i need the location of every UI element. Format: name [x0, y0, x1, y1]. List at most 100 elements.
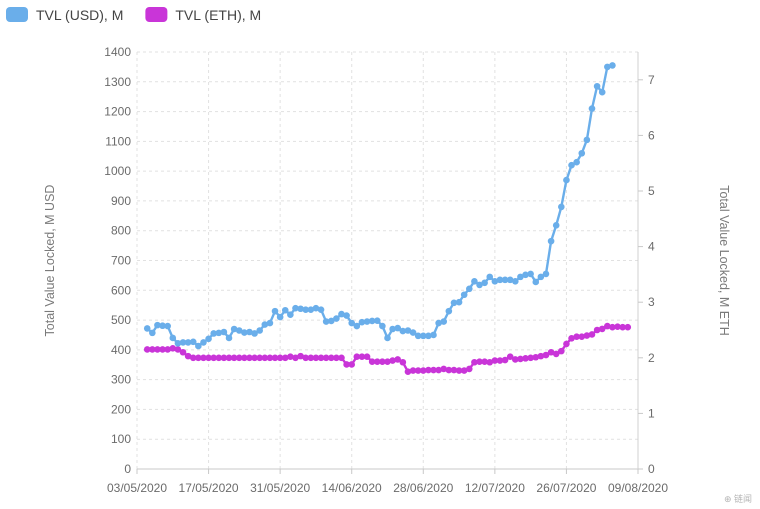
data-point-eth: [568, 335, 575, 342]
data-point-usd: [333, 315, 340, 322]
data-point-eth: [200, 354, 207, 362]
data-point-usd: [425, 332, 432, 340]
data-point-usd: [205, 335, 212, 343]
data-point-eth: [317, 354, 325, 362]
data-point-eth: [409, 367, 417, 374]
series-line-usd: [146, 64, 613, 348]
data-point-eth: [149, 346, 156, 353]
data-point-usd: [409, 329, 417, 336]
data-point-eth: [220, 354, 228, 362]
data-point-usd: [251, 330, 258, 337]
data-point-eth: [348, 361, 356, 368]
data-point-eth: [169, 345, 177, 352]
data-point-usd: [169, 334, 177, 342]
data-point-usd: [455, 298, 463, 306]
data-point-usd: [609, 62, 616, 69]
data-point-usd: [435, 319, 442, 327]
data-point-usd: [537, 273, 545, 281]
y-right-tick-label: 6: [648, 128, 655, 142]
series-layer: [143, 62, 632, 376]
data-point-usd: [389, 325, 396, 333]
data-point-eth: [547, 348, 555, 356]
axes: 0100200300400500600700800900100011001200…: [43, 45, 731, 495]
data-point-usd: [149, 329, 156, 337]
data-point-eth: [414, 367, 422, 374]
data-point-usd: [343, 312, 350, 319]
y-left-tick-label: 0: [124, 462, 131, 476]
data-point-usd: [583, 136, 591, 144]
y-left-tick-label: 500: [111, 313, 131, 327]
data-point-usd: [476, 281, 483, 289]
data-point-usd: [547, 237, 555, 245]
data-point-eth: [450, 366, 458, 374]
data-point-eth: [358, 353, 366, 360]
data-point-eth: [256, 354, 263, 362]
data-point-eth: [302, 354, 310, 362]
data-point-usd: [450, 299, 458, 307]
data-point-usd: [358, 318, 366, 326]
y-left-tick-label: 400: [111, 343, 131, 357]
data-point-eth: [558, 347, 565, 355]
data-point-usd: [154, 321, 161, 329]
data-point-eth: [373, 358, 381, 365]
data-point-eth: [246, 354, 253, 362]
data-point-usd: [271, 307, 279, 315]
legend-item-eth[interactable]: TVL (ETH), M: [145, 7, 261, 23]
x-tick-label: 26/07/2020: [536, 481, 596, 495]
data-point-eth: [501, 356, 509, 364]
y-left-tick-label: 300: [111, 373, 131, 387]
data-point-eth: [471, 358, 478, 366]
data-point-eth: [624, 323, 632, 331]
data-point-usd: [241, 329, 248, 336]
data-point-eth: [353, 353, 361, 360]
data-point-eth: [460, 367, 468, 374]
series-eth: [143, 322, 632, 376]
data-point-eth: [368, 358, 376, 365]
data-point-eth: [552, 350, 560, 358]
data-point-usd: [563, 176, 570, 184]
watermark-text: ⊕ 链闻: [724, 493, 752, 504]
data-point-usd: [419, 332, 427, 340]
data-point-usd: [486, 273, 494, 281]
data-point-usd: [440, 318, 448, 325]
data-point-usd: [527, 270, 534, 278]
data-point-eth: [307, 354, 315, 362]
data-point-usd: [598, 88, 606, 96]
y-left-tick-label: 600: [111, 283, 131, 297]
y-left-tick-label: 200: [111, 402, 131, 416]
data-point-eth: [466, 365, 473, 373]
data-point-eth: [271, 354, 279, 362]
data-point-usd: [399, 327, 407, 335]
legend-item-usd[interactable]: TVL (USD), M: [6, 7, 123, 23]
data-point-eth: [527, 354, 534, 362]
data-point-eth: [506, 353, 514, 360]
data-point-eth: [143, 346, 151, 353]
data-point-usd: [210, 330, 217, 337]
data-point-usd: [164, 322, 171, 330]
data-point-eth: [261, 354, 269, 362]
data-point-eth: [292, 354, 299, 362]
y-left-tick-label: 900: [111, 194, 131, 208]
data-point-eth: [425, 366, 432, 374]
data-point-usd: [578, 149, 586, 157]
y-right-tick-label: 1: [648, 406, 655, 420]
data-point-usd: [327, 317, 335, 325]
data-point-usd: [230, 325, 238, 333]
data-point-usd: [430, 331, 437, 339]
x-tick-label: 28/06/2020: [393, 481, 453, 495]
data-point-eth: [322, 354, 330, 362]
y-right-tick-label: 2: [648, 351, 655, 365]
data-point-eth: [609, 323, 616, 331]
data-point-eth: [174, 346, 182, 353]
data-point-usd: [522, 271, 529, 279]
data-point-usd: [338, 310, 345, 318]
data-point-usd: [368, 317, 376, 325]
data-point-eth: [189, 354, 197, 362]
data-point-usd: [348, 319, 356, 327]
y-right-tick-label: 3: [648, 295, 655, 309]
legend-swatch-usd: [6, 7, 28, 22]
data-point-usd: [552, 222, 560, 229]
x-tick-label: 14/06/2020: [322, 481, 382, 495]
